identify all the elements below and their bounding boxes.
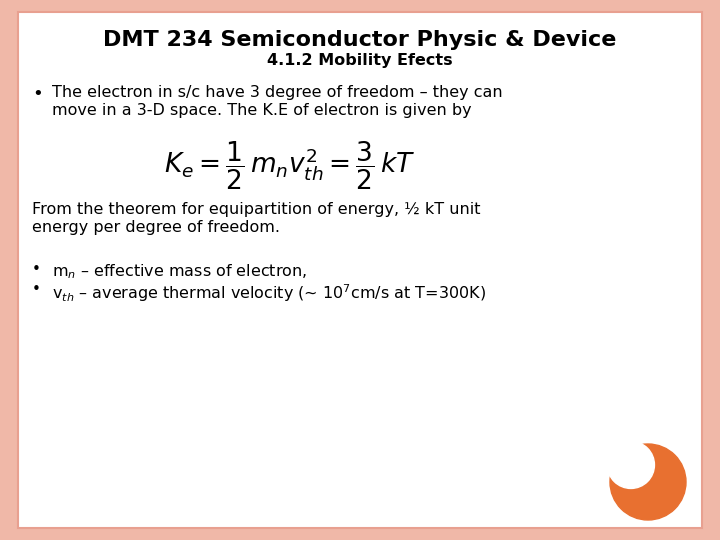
Text: $K_e = \dfrac{1}{2}\,m_n v_{th}^2 = \dfrac{3}{2}\,kT$: $K_e = \dfrac{1}{2}\,m_n v_{th}^2 = \dfr… bbox=[164, 140, 415, 192]
Text: energy per degree of freedom.: energy per degree of freedom. bbox=[32, 220, 280, 235]
Circle shape bbox=[608, 441, 654, 489]
Text: •: • bbox=[32, 282, 41, 297]
Text: •: • bbox=[32, 262, 41, 277]
FancyBboxPatch shape bbox=[18, 12, 702, 528]
Text: 4.1.2 Mobility Efects: 4.1.2 Mobility Efects bbox=[267, 53, 453, 68]
Text: m$_n$ – effective mass of electron,: m$_n$ – effective mass of electron, bbox=[52, 262, 307, 281]
Text: From the theorem for equipartition of energy, ½ kT unit: From the theorem for equipartition of en… bbox=[32, 202, 480, 217]
Text: The electron in s/c have 3 degree of freedom – they can: The electron in s/c have 3 degree of fre… bbox=[52, 85, 503, 100]
Text: move in a 3-D space. The K.E of electron is given by: move in a 3-D space. The K.E of electron… bbox=[52, 103, 472, 118]
Circle shape bbox=[610, 444, 686, 520]
Text: v$_{th}$ – average thermal velocity (~ 10$^7$cm/s at T=300K): v$_{th}$ – average thermal velocity (~ 1… bbox=[52, 282, 486, 303]
Text: •: • bbox=[32, 85, 42, 103]
Text: DMT 234 Semiconductor Physic & Device: DMT 234 Semiconductor Physic & Device bbox=[103, 30, 617, 50]
